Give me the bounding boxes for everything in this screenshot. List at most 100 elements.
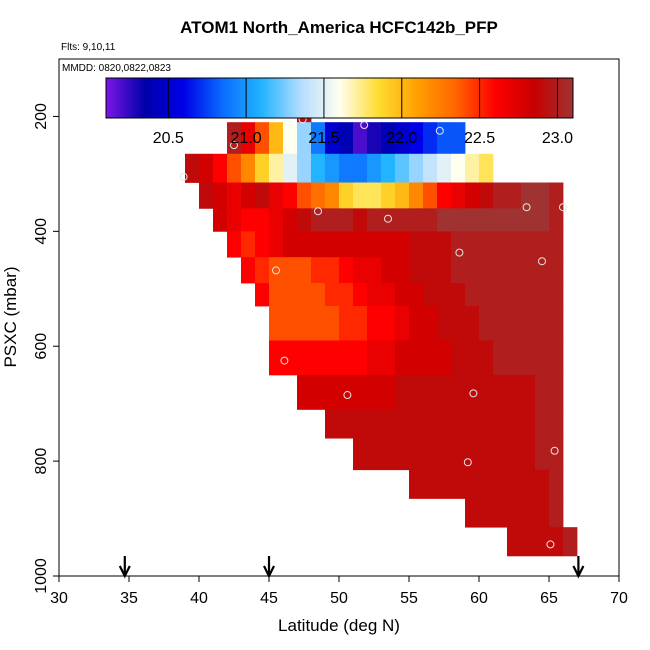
colorbar-tick-label: 22.0 <box>386 130 417 147</box>
heatmap-cell <box>381 122 396 155</box>
heatmap-cell <box>297 340 312 376</box>
heatmap-cell <box>535 182 550 209</box>
sample-point <box>343 391 352 400</box>
heatmap-cell <box>213 182 228 209</box>
heatmap-cell <box>549 231 564 258</box>
heatmap-cell <box>507 306 522 341</box>
heatmap-cell <box>493 409 508 439</box>
heatmap-cell <box>507 208 522 232</box>
heatmap-cell <box>353 283 368 307</box>
x-tick-label: 30 <box>50 590 68 607</box>
heatmap-cell <box>465 306 480 341</box>
heatmap-cell <box>213 153 228 183</box>
colorbar-ticks: 20.5 21.0 21.5 22.0 22.5 23.0 <box>153 78 573 147</box>
heatmap-cell <box>339 153 354 183</box>
heatmap-cell <box>521 231 536 258</box>
heatmap-cell <box>353 438 368 471</box>
heatmap-cell <box>283 306 298 341</box>
heatmap-cell <box>465 469 480 499</box>
heatmap-cell <box>451 469 466 499</box>
sample-points <box>179 115 567 549</box>
heatmap-cell <box>507 498 522 528</box>
heatmap-cell <box>367 231 382 258</box>
heatmap-cell <box>437 231 452 258</box>
heatmap-cell <box>325 340 340 376</box>
heatmap-cell <box>423 257 438 284</box>
heatmap-cell <box>353 182 368 209</box>
colorbar-tick-label: 21.0 <box>231 130 262 147</box>
heatmap-cell <box>465 257 480 284</box>
heatmap-cell <box>521 340 536 376</box>
heatmap-cell <box>269 283 284 307</box>
heatmap-cells <box>185 96 578 557</box>
heatmap-cell <box>339 306 354 341</box>
sample-point <box>538 257 546 266</box>
heatmap-cell <box>395 153 410 183</box>
sample-point <box>469 389 478 398</box>
heatmap-cell <box>423 208 438 232</box>
heatmap-cell <box>521 498 536 528</box>
heatmap-cell <box>339 231 354 258</box>
heatmap-cell <box>409 340 424 376</box>
heatmap-cell <box>311 182 326 209</box>
heatmap-cell <box>451 283 466 307</box>
heatmap-cell <box>451 231 466 258</box>
heatmap-cell <box>493 340 508 376</box>
heatmap-cell <box>409 283 424 307</box>
heatmap-cell <box>381 306 396 341</box>
heatmap-cell <box>437 182 452 209</box>
heatmap-cell <box>395 340 410 376</box>
y-tick-label: 400 <box>33 218 50 245</box>
heatmap-cell <box>283 182 298 209</box>
heatmap-cell <box>549 257 564 284</box>
heatmap-cell <box>241 122 256 155</box>
heatmap-cell <box>549 340 564 376</box>
heatmap-cell <box>507 438 522 471</box>
colorbar-tick-label: 23.0 <box>542 130 573 147</box>
heatmap-cell <box>381 438 396 471</box>
heatmap-cell <box>241 153 256 183</box>
heatmap-cell <box>297 153 312 183</box>
heatmap-cell <box>451 409 466 439</box>
heatmap-cell <box>339 374 354 410</box>
heatmap-cell <box>367 153 382 183</box>
heatmap-cell <box>549 283 564 307</box>
heatmap-cell <box>311 340 326 376</box>
heatmap-cell <box>423 438 438 471</box>
colorbar <box>106 78 573 118</box>
heatmap-cell <box>227 231 242 258</box>
heatmap-cell <box>255 283 270 307</box>
heatmap-cell <box>409 257 424 284</box>
heatmap-cell <box>283 208 298 232</box>
heatmap-cell <box>409 438 424 471</box>
heatmap-cell <box>409 208 424 232</box>
heatmap-cell <box>353 122 368 155</box>
heatmap-cell <box>409 409 424 439</box>
heatmap-cell <box>549 208 564 232</box>
sample-point <box>272 266 280 275</box>
heatmap-cell <box>297 283 312 307</box>
heatmap-cell <box>255 153 270 183</box>
heatmap-cell <box>423 306 438 341</box>
heatmap-cell <box>423 182 438 209</box>
heatmap-cell <box>269 340 284 376</box>
heatmap-cell <box>521 257 536 284</box>
heatmap-cell <box>213 208 228 232</box>
heatmap-cell <box>409 306 424 341</box>
heatmap-cell <box>311 208 326 232</box>
flight-arrows <box>118 556 585 579</box>
heatmap-cell <box>269 122 284 155</box>
heatmap-cell <box>325 153 340 183</box>
heatmap-cell <box>493 498 508 528</box>
sample-point <box>455 248 464 257</box>
sample-point <box>384 214 392 223</box>
x-tick-label: 35 <box>120 590 138 607</box>
heatmap-cell <box>465 283 480 307</box>
heatmap-cell <box>493 438 508 471</box>
heatmap-cell <box>493 469 508 499</box>
heatmap-cell <box>367 374 382 410</box>
heatmap-cell <box>367 182 382 209</box>
heatmap-cell <box>311 153 326 183</box>
heatmap-cell <box>381 283 396 307</box>
heatmap-cell <box>339 283 354 307</box>
